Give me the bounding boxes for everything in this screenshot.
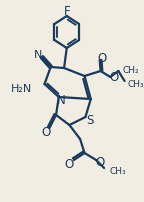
Text: CH₂: CH₂ (123, 65, 139, 74)
Text: S: S (86, 113, 94, 126)
Text: N: N (34, 50, 42, 60)
Text: CH₃: CH₃ (109, 166, 126, 175)
Text: O: O (109, 70, 119, 83)
Text: O: O (41, 126, 50, 139)
Text: H₂N: H₂N (11, 84, 32, 94)
Text: O: O (95, 155, 104, 168)
Text: N: N (57, 94, 66, 107)
Text: CH₃: CH₃ (127, 79, 144, 88)
Text: F: F (64, 4, 70, 17)
Text: O: O (98, 51, 107, 64)
Text: O: O (65, 157, 74, 170)
